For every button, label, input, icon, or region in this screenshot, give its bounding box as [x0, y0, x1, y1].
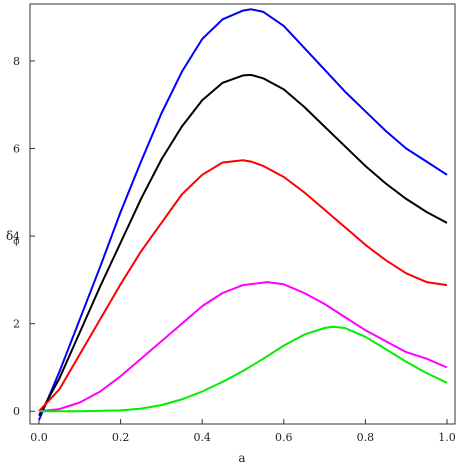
plot-frame [29, 3, 456, 425]
x-tick-label: 0.8 [357, 431, 375, 444]
series-line-4 [38, 281, 448, 413]
x-tick-label: 0.6 [275, 431, 293, 444]
x-tick-label: 1.0 [438, 431, 456, 444]
y-tick-label: 4 [13, 230, 20, 243]
x-tick-label: 0.4 [193, 431, 211, 444]
x-axis-label: a [238, 451, 245, 465]
y-axis-label: δϕ [6, 229, 19, 247]
series-line-5 [39, 325, 448, 413]
series-line-3 [38, 159, 448, 412]
x-tick-label: 0.0 [30, 431, 48, 444]
y-axis-ticks: 0 2 4 6 8 [13, 55, 35, 418]
series-line-2 [38, 73, 448, 417]
x-axis-ticks: 0.0 0.2 0.4 0.6 0.8 1.0 [30, 419, 456, 444]
y-tick-label: 2 [13, 318, 20, 331]
y-axis-label-sub: ϕ [13, 237, 19, 247]
y-tick-label: 6 [13, 143, 20, 156]
series-line-1 [38, 8, 448, 421]
x-tick-label: 0.2 [112, 431, 130, 444]
y-tick-label: 0 [13, 405, 20, 418]
series-group [38, 8, 448, 421]
y-axis-label-main: δ [6, 229, 13, 243]
y-tick-label: 8 [13, 55, 20, 68]
